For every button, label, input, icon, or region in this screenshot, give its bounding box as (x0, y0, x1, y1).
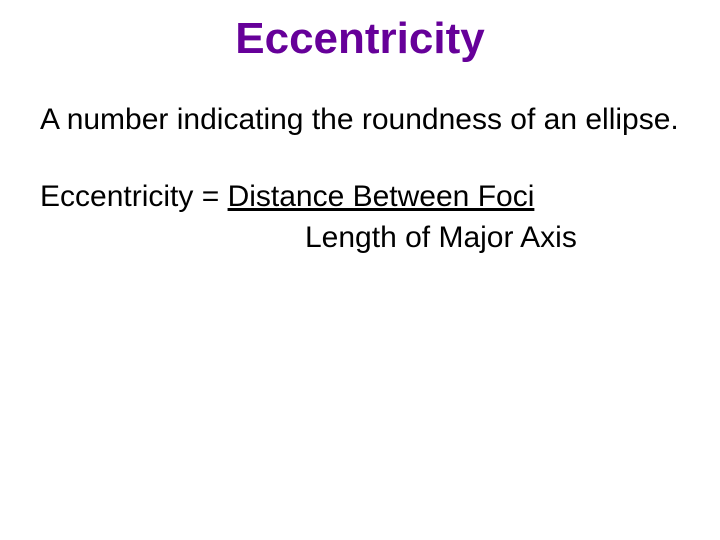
formula-numerator: Distance Between Foci (228, 180, 535, 213)
definition-text: A number indicating the roundness of an … (40, 100, 680, 139)
slide: Eccentricity A number indicating the rou… (0, 0, 720, 540)
formula-denominator: Length of Major Axis (40, 218, 680, 257)
slide-title: Eccentricity (0, 14, 720, 64)
formula-lhs: Eccentricity = (40, 180, 228, 213)
formula-line-1: Eccentricity = Distance Between Foci (40, 177, 680, 216)
slide-body: A number indicating the roundness of an … (40, 100, 680, 257)
